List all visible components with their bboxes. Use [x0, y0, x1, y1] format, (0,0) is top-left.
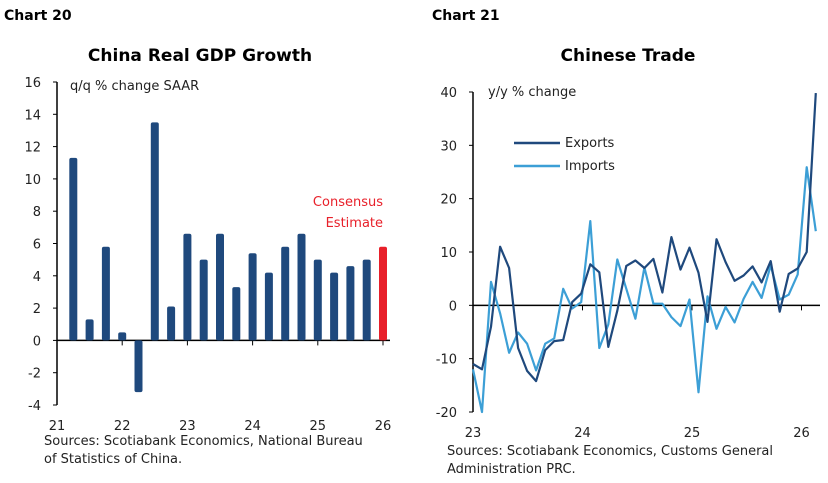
x-tick-label: 25	[310, 419, 327, 434]
y-tick-label: 40	[440, 86, 457, 101]
chart-21-ylabel: y/y % change	[488, 85, 576, 100]
legend-exports-label: Exports	[565, 136, 615, 151]
bar	[167, 306, 176, 341]
y-tick-label: -4	[28, 399, 41, 414]
x-tick-label: 23	[179, 419, 196, 434]
bar	[346, 266, 355, 341]
chart-20-source-1: Sources: Scotiabank Economics, National …	[44, 434, 363, 449]
chart-21-title: Chinese Trade	[561, 46, 696, 66]
y-tick-label: -10	[436, 353, 457, 368]
bar	[134, 340, 143, 393]
y-tick-label: 16	[24, 76, 41, 91]
x-tick-label: 26	[375, 419, 392, 434]
bar	[362, 259, 371, 341]
estimate-bar	[379, 246, 387, 341]
bar	[199, 259, 208, 341]
bar	[248, 253, 257, 341]
annotation-line-1: Consensus	[313, 195, 383, 210]
chart-20-ylabel: q/q % change SAAR	[70, 79, 199, 94]
chart-21: Chart 21 Chinese Trade y/y % change Expo…	[432, 8, 820, 477]
legend-imports-label: Imports	[565, 159, 615, 174]
y-tick-label: 10	[440, 246, 457, 261]
y-tick-label: 0	[449, 299, 457, 314]
y-tick-label: 14	[24, 108, 41, 123]
y-tick-label: 30	[440, 139, 457, 154]
y-tick-label: 4	[33, 270, 41, 285]
chart-20-source-2: of Statistics of China.	[44, 452, 182, 467]
bar	[150, 122, 159, 341]
x-tick-label: 22	[114, 419, 131, 434]
bar	[69, 157, 78, 341]
x-tick-label: 21	[49, 419, 66, 434]
y-tick-label: 8	[33, 205, 41, 220]
y-tick-label: 0	[33, 334, 41, 349]
y-tick-label: -20	[436, 406, 457, 421]
y-tick-label: -2	[28, 367, 41, 382]
bar	[232, 287, 241, 341]
bar	[297, 233, 306, 341]
bar	[313, 259, 322, 341]
series-line-exports	[472, 93, 817, 383]
bar	[264, 272, 273, 341]
x-tick-label: 24	[244, 419, 261, 434]
x-tick-label: 25	[684, 426, 701, 441]
y-tick-label: 6	[33, 238, 41, 253]
bar	[118, 332, 127, 341]
chart-20-header: Chart 20	[4, 8, 72, 24]
chart-21-header: Chart 21	[432, 8, 500, 24]
chart-21-source-2: Administration PRC.	[447, 462, 576, 477]
x-tick-label: 26	[793, 426, 810, 441]
y-tick-label: 2	[33, 302, 41, 317]
chart-21-source-1: Sources: Scotiabank Economics, Customs G…	[447, 444, 773, 459]
y-tick-label: 12	[24, 141, 41, 156]
x-tick-label: 24	[574, 426, 591, 441]
y-tick-label: 10	[24, 173, 41, 188]
x-tick-label: 23	[465, 426, 482, 441]
bar	[330, 272, 339, 341]
y-tick-label: 20	[440, 193, 457, 208]
bar	[281, 246, 290, 341]
series-line-imports	[471, 166, 817, 414]
bar	[101, 246, 110, 341]
chart-20-title: China Real GDP Growth	[88, 46, 312, 66]
chart-20: Chart 20 China Real GDP Growth q/q % cha…	[4, 8, 391, 467]
annotation-line-2: Estimate	[326, 216, 383, 231]
bar	[183, 233, 192, 341]
bar	[85, 319, 94, 341]
bar	[216, 233, 224, 341]
